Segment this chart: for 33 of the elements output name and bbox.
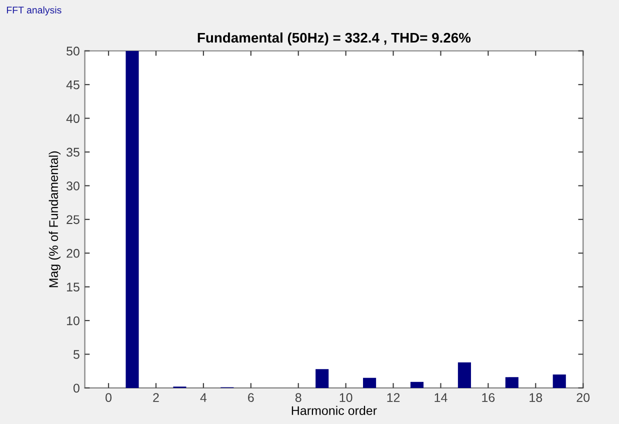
bar <box>126 50 139 388</box>
y-tick-label: 10 <box>66 316 80 326</box>
x-tick-label: 12 <box>387 393 400 402</box>
text: FFT analysis <box>6 6 62 16</box>
x-axis-title: Harmonic order <box>292 406 377 416</box>
bar <box>505 377 518 388</box>
y-tick-label: 30 <box>66 182 80 190</box>
bar <box>316 369 329 388</box>
x-tick-label: 18 <box>530 393 542 402</box>
y-tick-label: 35 <box>66 148 80 157</box>
y-tick-label: 15 <box>66 282 80 292</box>
x-tick-label: 8 <box>295 393 302 402</box>
x-tick-label: 20 <box>576 393 590 402</box>
y-tick-label: 20 <box>66 248 80 258</box>
y-tick-label: 25 <box>66 215 80 224</box>
x-tick-label: 14 <box>434 393 448 402</box>
bar <box>410 382 424 388</box>
x-tick-label: 2 <box>153 393 159 402</box>
y-tick-label: 45 <box>66 80 80 90</box>
y-tick-label: 50 <box>66 46 80 56</box>
x-tick-label: 0 <box>106 393 112 402</box>
bar <box>458 362 471 388</box>
x-tick-label: 4 <box>200 393 207 402</box>
y-tick-label: 40 <box>66 114 80 123</box>
y-axis-title: Mag (% of Fundamental) <box>48 151 60 288</box>
bar <box>552 374 566 388</box>
y-tick-label: 0 <box>73 384 80 393</box>
bar <box>363 378 376 388</box>
x-tick-label: 6 <box>248 393 254 402</box>
chart-title: Fundamental (50Hz) = 332.4 , THD= 9.26% <box>198 32 471 46</box>
x-tick-label: 16 <box>482 393 495 402</box>
y-tick-label: 5 <box>73 350 80 359</box>
x-tick-label: 10 <box>340 393 352 402</box>
